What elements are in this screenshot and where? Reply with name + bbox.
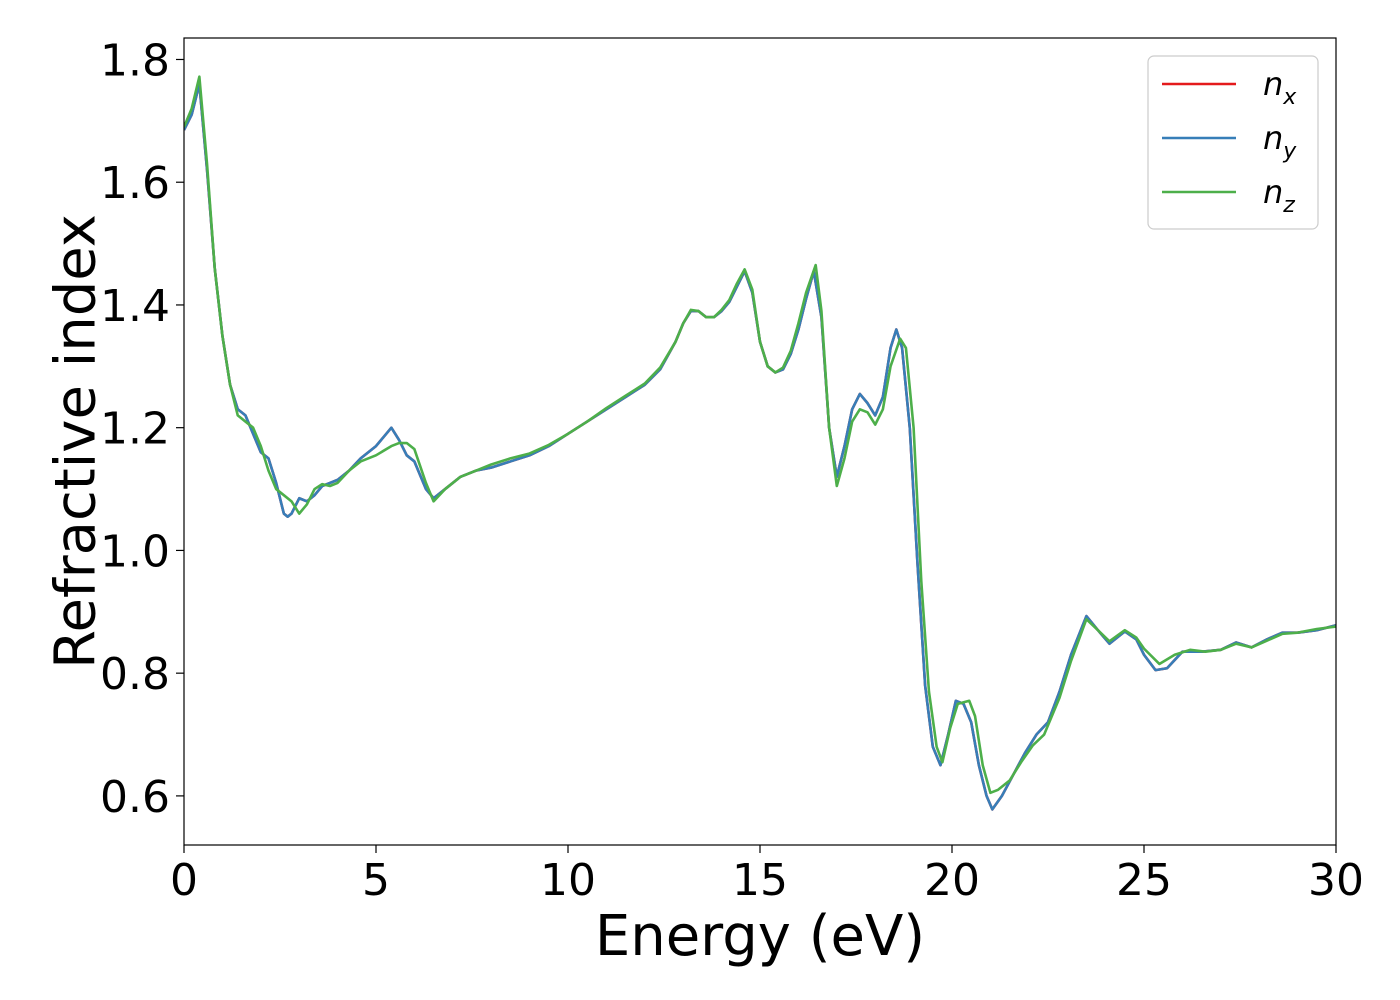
x-tick-label: 10 [540,855,596,906]
series-layer [184,75,1336,811]
legend-label-subscript: y [1282,139,1297,164]
y-tick-label: 1.2 [100,404,170,455]
legend-box [1147,55,1319,230]
legend-label-x: nx [1263,65,1297,110]
x-tick-label: 0 [170,855,198,906]
x-tick-label: 5 [362,855,390,906]
legend-label-base: n [1263,173,1283,211]
legend-label-z: nz [1263,173,1295,218]
x-tick-label: 25 [1116,855,1172,906]
legend-label-y: ny [1263,119,1297,164]
legend-label-base: n [1263,65,1283,103]
y-tick-label: 1.0 [100,526,170,577]
series-line-nz [184,75,1336,795]
y-tick-label: 1.4 [100,281,170,332]
legend-label-base: n [1263,119,1283,157]
y-axis-label: Refractive index [44,214,109,669]
x-tick-label: 30 [1308,855,1364,906]
y-tick-label: 0.8 [100,649,170,700]
y-tick-label: 1.8 [100,35,170,86]
x-tick-label: 15 [732,855,788,906]
y-tick-label: 1.6 [100,158,170,209]
x-axis-label: Energy (eV) [595,904,925,969]
x-axis-ticks: 0 5 10 15 20 25 30 [170,845,1364,906]
y-tick-label: 0.6 [100,772,170,823]
x-tick-label: 20 [924,855,980,906]
y-axis-ticks: 0.6 0.8 1.0 1.2 1.4 1.6 1.8 [100,35,184,823]
legend-label-subscript: x [1282,85,1297,110]
legend-label-subscript: z [1282,193,1295,218]
